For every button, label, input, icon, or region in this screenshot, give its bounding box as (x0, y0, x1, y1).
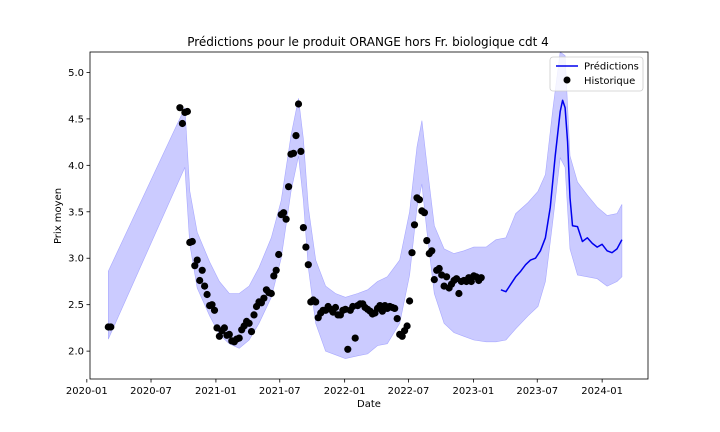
history-point (193, 256, 201, 264)
y-axis: 2.0 2.5 3.0 3.5 4.0 4.5 5.0 (68, 68, 90, 358)
history-point (198, 266, 206, 274)
history-point (215, 332, 223, 340)
y-axis-title: Prix moyen (53, 188, 64, 244)
history-point (455, 289, 463, 298)
history-point (443, 273, 451, 281)
chart-title: Prédictions pour le produit ORANGE hors … (187, 35, 549, 49)
history-point (282, 215, 290, 223)
history-point (331, 303, 340, 312)
history-point (178, 119, 186, 128)
confidence-band-area (108, 51, 623, 359)
history-point (294, 100, 303, 108)
history-point (302, 243, 310, 251)
history-point (408, 249, 416, 257)
history-point (351, 334, 359, 342)
history-point (420, 209, 428, 217)
history-point (467, 277, 475, 286)
history-point (183, 107, 191, 116)
history-point (430, 276, 438, 284)
history-point (410, 221, 419, 229)
y-tick-label: 2.5 (68, 300, 84, 311)
history-point (376, 302, 384, 310)
history-point (280, 209, 288, 217)
history-point (292, 132, 300, 140)
x-tick-label: 2021-01 (195, 386, 237, 397)
history-series (104, 100, 485, 353)
history-point (267, 289, 275, 298)
history-point (297, 147, 305, 155)
history-point (391, 304, 399, 312)
history-point (312, 298, 320, 306)
x-tick-label: 2020-01 (66, 386, 108, 397)
y-tick-label: 4.5 (68, 114, 84, 125)
history-point (188, 237, 196, 246)
y-tick-label: 4.0 (68, 161, 84, 172)
history-point (260, 294, 268, 302)
history-point (415, 196, 423, 204)
y-tick-label: 2.0 (68, 347, 84, 358)
history-point (196, 276, 204, 285)
legend-marker-swatch (563, 76, 571, 84)
x-tick-label: 2022-07 (388, 386, 430, 397)
legend-label-history: Historique (584, 76, 635, 87)
x-axis: 2020-01 2020-07 2021-01 2021-07 2022-01 2022-… (66, 379, 623, 397)
history-point (272, 266, 280, 274)
history-point (299, 224, 307, 232)
history-point (203, 290, 211, 299)
history-point (176, 104, 184, 112)
history-point (398, 332, 406, 340)
history-point (275, 250, 283, 259)
history-point (428, 247, 436, 255)
x-tick-label: 2020-07 (130, 386, 172, 397)
history-point (245, 319, 253, 327)
history-point (406, 297, 414, 305)
history-point (250, 311, 258, 319)
prediction-series (500, 99, 623, 293)
history-point (247, 328, 256, 336)
history-point (191, 262, 199, 270)
legend: Prédictions Historique (549, 56, 644, 92)
history-point (225, 330, 233, 338)
x-axis-title: Date (357, 399, 381, 410)
history-point (304, 261, 312, 269)
history-point (270, 272, 278, 280)
history-point (107, 323, 115, 331)
plot-frame (89, 51, 649, 380)
x-tick-label: 2021-07 (259, 386, 301, 397)
history-point (477, 274, 485, 282)
history-point (235, 334, 243, 342)
history-point (285, 183, 293, 191)
x-tick-label: 2023-01 (453, 386, 495, 397)
y-tick-label: 3.0 (68, 254, 84, 265)
x-tick-label: 2023-07 (516, 386, 558, 397)
history-point (289, 149, 298, 157)
history-point (344, 345, 352, 353)
history-point (393, 315, 401, 323)
x-tick-label: 2024-01 (581, 386, 623, 397)
legend-label-predictions: Prédictions (584, 61, 639, 73)
y-tick-label: 3.5 (68, 207, 84, 218)
confidence-band (108, 51, 623, 359)
history-point (210, 306, 219, 314)
prediction-line (500, 99, 623, 293)
history-point (208, 301, 216, 309)
x-tick-label: 2022-01 (324, 386, 366, 397)
history-point (201, 282, 209, 290)
y-tick-label: 5.0 (68, 68, 84, 79)
history-point (220, 324, 228, 332)
history-point (423, 237, 431, 245)
history-point (403, 322, 411, 330)
history-point (435, 264, 443, 273)
